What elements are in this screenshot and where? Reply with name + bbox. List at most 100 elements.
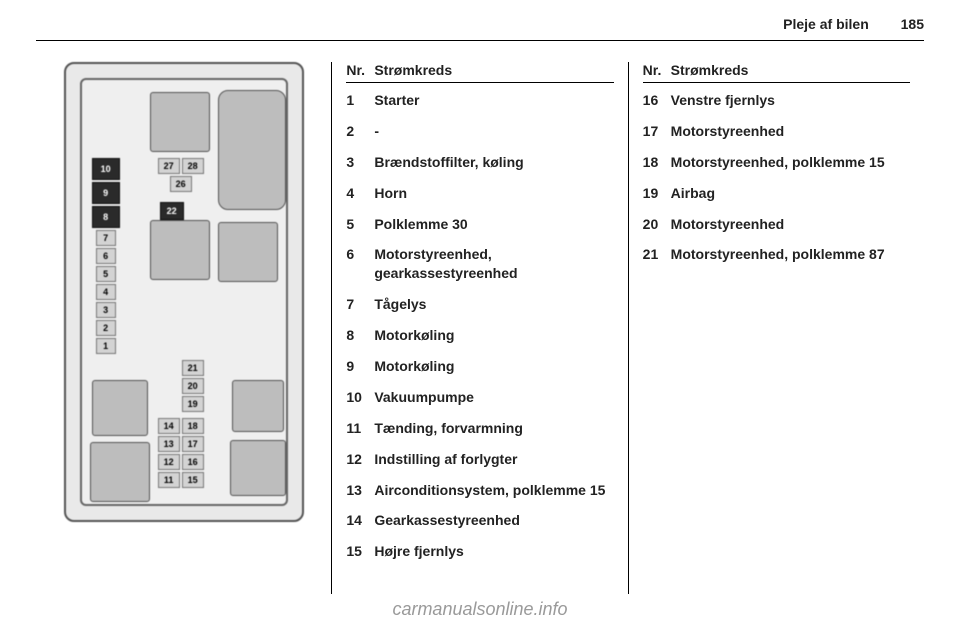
fuse-slot: 16 <box>182 454 204 470</box>
fuse-slot: 9 <box>92 182 120 204</box>
fuse-row: 5Polklemme 30 <box>346 215 613 234</box>
fuse-row: 13Airconditionsystem, polklemme 15 <box>346 481 613 500</box>
fuse-desc: Motorstyreenhed <box>671 122 910 141</box>
relay-block <box>150 220 210 280</box>
fuse-row: 7Tågelys <box>346 295 613 314</box>
fuse-nr: 3 <box>346 153 374 172</box>
relay-block <box>150 92 210 152</box>
fuse-nr: 21 <box>643 245 671 264</box>
header-rule <box>36 40 924 41</box>
col-list-2: Nr. Strømkreds 16Venstre fjernlys17Motor… <box>629 62 924 594</box>
table-header: Nr. Strømkreds <box>643 62 910 83</box>
page: Pleje af bilen 185 <box>0 0 960 642</box>
fuse-slot: 3 <box>96 302 116 318</box>
col-list-1: Nr. Strømkreds 1Starter2-3Brændstoffilte… <box>332 62 627 594</box>
header-nr: Nr. <box>346 62 374 78</box>
fuse-list-1: 1Starter2-3Brændstoffilter, køling4Horn5… <box>346 91 613 561</box>
fuse-slot: 21 <box>182 360 204 376</box>
relay-block <box>232 380 284 432</box>
fuse-nr: 14 <box>346 511 374 530</box>
header-circuit: Strømkreds <box>671 62 749 78</box>
fuse-desc: Airconditionsystem, polklemme 15 <box>374 481 613 500</box>
fuse-row: 11Tænding, forvarmning <box>346 419 613 438</box>
fuse-desc: Motorstyreenhed, polklemme 15 <box>671 153 910 172</box>
fuse-row: 14Gearkassestyreenhed <box>346 511 613 530</box>
fuse-nr: 4 <box>346 184 374 203</box>
page-number: 185 <box>901 16 924 32</box>
fuse-desc: Højre fjernlys <box>374 542 613 561</box>
fuse-slot: 2 <box>96 320 116 336</box>
fuse-slot: 4 <box>96 284 116 300</box>
relay-block <box>218 90 286 210</box>
fuse-slot: 18 <box>182 418 204 434</box>
fuse-desc: - <box>374 122 613 141</box>
fuse-nr: 1 <box>346 91 374 110</box>
col-diagram: 1098765432127282622212019141312111817161… <box>36 62 331 594</box>
fuse-desc: Motorstyreenhed, polklemme 87 <box>671 245 910 264</box>
fuse-row: 9Motorkøling <box>346 357 613 376</box>
relay-block <box>230 440 286 496</box>
fuse-slot: 1 <box>96 338 116 354</box>
page-header: Pleje af bilen 185 <box>783 16 924 32</box>
fuse-slot: 7 <box>96 230 116 246</box>
fusebox-diagram: 1098765432127282622212019141312111817161… <box>64 62 304 522</box>
fuse-nr: 18 <box>643 153 671 172</box>
fuse-nr: 11 <box>346 419 374 438</box>
fuse-nr: 19 <box>643 184 671 203</box>
fuse-nr: 20 <box>643 215 671 234</box>
fuse-desc: Venstre fjernlys <box>671 91 910 110</box>
fuse-slot: 13 <box>158 436 180 452</box>
fuse-row: 15Højre fjernlys <box>346 542 613 561</box>
fuse-row: 6Motorstyreenhed, gearkassestyreenhed <box>346 245 613 283</box>
fuse-slot: 22 <box>160 202 184 220</box>
fuse-desc: Vakuumpumpe <box>374 388 613 407</box>
fuse-desc: Motorkøling <box>374 357 613 376</box>
fuse-desc: Starter <box>374 91 613 110</box>
relay-block <box>92 380 148 436</box>
fuse-row: 3Brændstoffilter, køling <box>346 153 613 172</box>
fuse-row: 18Motorstyreenhed, polklemme 15 <box>643 153 910 172</box>
fuse-nr: 12 <box>346 450 374 469</box>
fuse-desc: Tågelys <box>374 295 613 314</box>
fuse-nr: 8 <box>346 326 374 345</box>
fuse-nr: 7 <box>346 295 374 314</box>
fuse-nr: 10 <box>346 388 374 407</box>
fuse-slot: 6 <box>96 248 116 264</box>
watermark: carmanualsonline.info <box>0 599 960 620</box>
fuse-nr: 13 <box>346 481 374 500</box>
fusebox-inner: 1098765432127282622212019141312111817161… <box>80 78 288 506</box>
fuse-desc: Airbag <box>671 184 910 203</box>
fuse-desc: Motorkøling <box>374 326 613 345</box>
fuse-list-2: 16Venstre fjernlys17Motorstyreenhed18Mot… <box>643 91 910 264</box>
relay-block <box>218 222 278 282</box>
fuse-slot: 20 <box>182 378 204 394</box>
fuse-slot: 5 <box>96 266 116 282</box>
fuse-desc: Motorstyreenhed <box>671 215 910 234</box>
fuse-slot: 19 <box>182 396 204 412</box>
fuse-slot: 17 <box>182 436 204 452</box>
fuse-desc: Motorstyreenhed, gearkassestyreenhed <box>374 245 613 283</box>
fuse-row: 12Indstilling af forlygter <box>346 450 613 469</box>
fuse-slot: 27 <box>158 158 180 174</box>
fuse-row: 19Airbag <box>643 184 910 203</box>
relay-block <box>90 442 150 502</box>
fuse-desc: Tænding, forvarmning <box>374 419 613 438</box>
fuse-nr: 6 <box>346 245 374 283</box>
fuse-slot: 28 <box>182 158 204 174</box>
fuse-slot: 15 <box>182 472 204 488</box>
fuse-desc: Indstilling af forlygter <box>374 450 613 469</box>
fuse-slot: 11 <box>158 472 180 488</box>
fuse-row: 10Vakuumpumpe <box>346 388 613 407</box>
fuse-desc: Horn <box>374 184 613 203</box>
fuse-desc: Polklemme 30 <box>374 215 613 234</box>
fuse-slot: 8 <box>92 206 120 228</box>
fuse-desc: Gearkassestyreenhed <box>374 511 613 530</box>
content: 1098765432127282622212019141312111817161… <box>36 62 924 594</box>
fuse-row: 17Motorstyreenhed <box>643 122 910 141</box>
fuse-row: 1Starter <box>346 91 613 110</box>
fuse-slot: 12 <box>158 454 180 470</box>
fuse-row: 21Motorstyreenhed, polklemme 87 <box>643 245 910 264</box>
fuse-row: 20Motorstyreenhed <box>643 215 910 234</box>
header-nr: Nr. <box>643 62 671 78</box>
fuse-nr: 2 <box>346 122 374 141</box>
